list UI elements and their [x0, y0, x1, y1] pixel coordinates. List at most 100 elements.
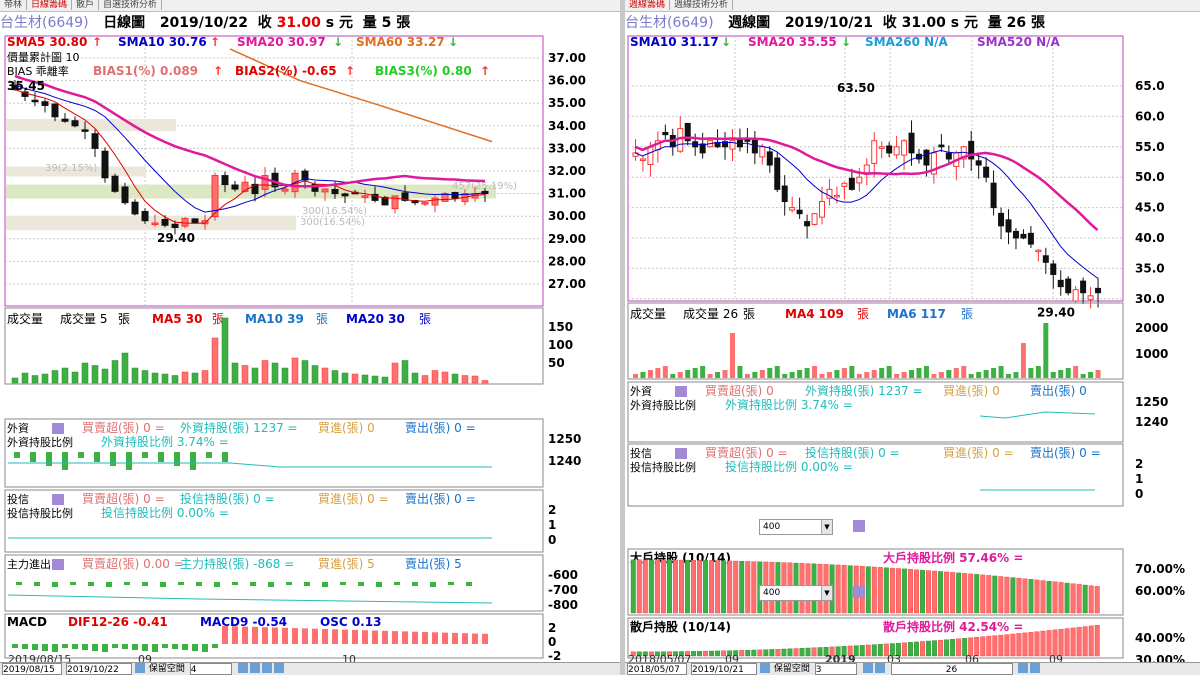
candle-body: [729, 140, 736, 150]
candle-body: [61, 118, 69, 122]
from-date-field[interactable]: 2019/08/15: [2, 663, 62, 675]
macd-bar: [222, 626, 228, 644]
keep-space-label: 保留空間: [148, 664, 185, 674]
panel-title: 投信: [630, 446, 652, 460]
nav-last-icon[interactable]: [273, 663, 284, 673]
main-bar: [376, 582, 382, 587]
to-date-field[interactable]: 2019/10/21: [691, 663, 757, 675]
foreign-bar: [94, 452, 100, 462]
holder-bar: [1094, 625, 1100, 657]
panel-frame: [627, 617, 1124, 659]
macd-bar: [202, 644, 208, 652]
holder-bar: [907, 569, 913, 614]
holder-ratio-value: 散戶持股比例 42.54% =: [883, 619, 1023, 634]
volume-bar: [441, 371, 449, 384]
holder-bar: [703, 650, 709, 657]
keep-space-field[interactable]: 3: [814, 663, 857, 675]
holder-bar: [895, 642, 901, 657]
retail-holder-select[interactable]: 400 ▼: [759, 585, 833, 601]
volume-bar: [662, 366, 668, 378]
pane-divider[interactable]: [620, 0, 625, 675]
holder-bar: [938, 571, 944, 614]
main-bar: [142, 582, 148, 586]
macd-bar: [112, 644, 118, 648]
holder-bar: [733, 560, 739, 614]
holder-bar: [907, 642, 913, 657]
candle-body: [677, 128, 684, 152]
volume-frame: [627, 302, 1124, 380]
foreign-ratio-label: 外資持股比例: [7, 435, 73, 449]
price-tick: 34.00: [548, 119, 586, 133]
foreign-bar: [142, 452, 148, 458]
big-holder-select-value: 400: [763, 522, 781, 532]
settings-icon[interactable]: [853, 520, 865, 532]
holder-bar: [685, 559, 690, 614]
tab-daily-chips[interactable]: 日線籌碼: [27, 0, 73, 10]
tab-retail[interactable]: 散戶: [72, 0, 100, 10]
main-bar: [124, 582, 130, 585]
volume-bar: [759, 370, 765, 378]
main-bar: [106, 582, 112, 587]
main-bar: [160, 582, 166, 587]
holder-bar: [974, 574, 980, 614]
tab-0[interactable]: 帝林: [0, 0, 28, 10]
tab-weekly-chips[interactable]: 週線籌碼: [625, 0, 671, 10]
holder-bar: [980, 636, 986, 657]
candle-body: [1027, 232, 1034, 245]
nav-prev-icon[interactable]: [249, 663, 260, 673]
volume-tick: 100: [548, 338, 573, 352]
from-date-field[interactable]: 2018/05/07: [627, 663, 687, 675]
to-date-field[interactable]: 2019/10/22: [66, 663, 132, 675]
s-mark: s: [950, 15, 960, 31]
holder-bar: [745, 561, 751, 614]
price-tick: 55.0: [1135, 140, 1165, 154]
big-holder-select[interactable]: 400 ▼: [759, 519, 833, 535]
macd-bar: [442, 632, 448, 644]
nav-first-icon[interactable]: [237, 663, 248, 673]
holder-bar: [877, 644, 883, 657]
holder-bar: [962, 638, 968, 657]
arrow-icon[interactable]: [760, 663, 770, 673]
scroll-position[interactable]: 26: [890, 663, 1013, 675]
panel-value: 外資持股(張) 1237 =: [805, 383, 923, 398]
main-bar: [16, 582, 22, 585]
holder-bar: [763, 649, 769, 657]
nav-last-icon[interactable]: [1030, 663, 1041, 673]
chart-type: 日線圖: [103, 15, 146, 31]
holder-bar: [1034, 579, 1040, 614]
candle-body: [481, 190, 489, 195]
foreign-line: [979, 411, 1096, 419]
volume-bar: [201, 370, 209, 384]
foreign-bar: [206, 452, 212, 458]
arrow-icon[interactable]: [135, 663, 145, 673]
macd-bar: [82, 644, 88, 650]
tab-weekly-ta[interactable]: 週線技術分析: [670, 0, 734, 10]
candle-body: [301, 170, 309, 181]
nav-first-icon[interactable]: [862, 663, 873, 673]
macd-bar: [242, 626, 248, 644]
candle-body: [841, 182, 848, 187]
volume-bar: [121, 352, 129, 384]
holder-bar: [914, 641, 919, 657]
volume-bar: [1095, 370, 1101, 378]
volume-bar: [998, 366, 1004, 378]
holder-title: 散戶持股 (10/14): [630, 619, 731, 634]
nav-prev-icon[interactable]: [874, 663, 885, 673]
tab-custom-ta[interactable]: 自選技術分析: [99, 0, 163, 10]
candle-body: [990, 182, 997, 209]
volume-bar: [670, 374, 676, 378]
volume-bar: [692, 368, 698, 378]
nav-next-icon[interactable]: [1018, 663, 1029, 673]
holder-bar: [745, 649, 751, 657]
holder-bar: [691, 651, 696, 657]
candle-body: [647, 146, 654, 166]
settings-icon[interactable]: [853, 586, 865, 598]
holder-bar: [648, 651, 654, 657]
macd-bar: [302, 628, 308, 644]
holder-bar: [883, 643, 889, 657]
keep-space-field[interactable]: 4: [189, 663, 232, 675]
price-tick: 45.0: [1135, 201, 1165, 215]
volume-bar: [655, 368, 661, 378]
volume-bar: [856, 374, 862, 378]
nav-next-icon[interactable]: [261, 663, 272, 673]
